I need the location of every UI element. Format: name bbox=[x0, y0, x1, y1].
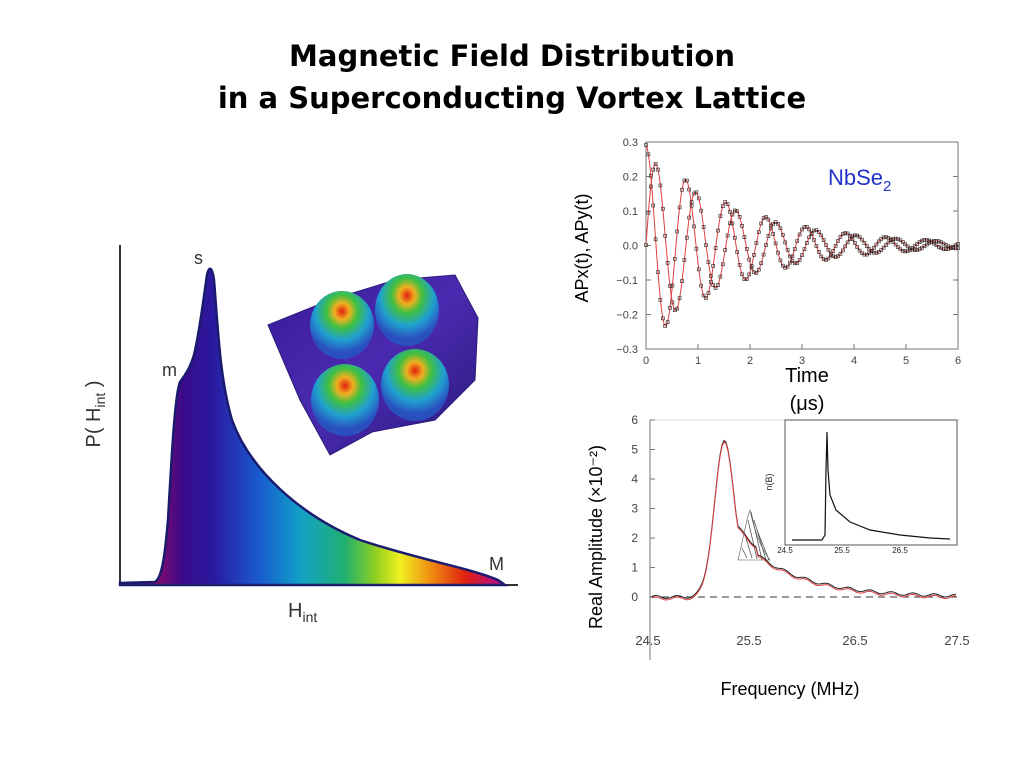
vortex-peak-1 bbox=[310, 291, 374, 359]
time-x-tick-label: 2 bbox=[747, 355, 753, 367]
time-y-tick-label: 0.0 bbox=[623, 241, 638, 253]
freq-y-tick-label: 3 bbox=[631, 502, 638, 516]
freq-y-tick-label: 0 bbox=[631, 590, 638, 604]
freq-y-ticks: 6 5 4 3 2 1 0 bbox=[631, 413, 655, 604]
hatched-region bbox=[737, 508, 771, 561]
inset-x-tick-0: 24.5 bbox=[777, 546, 793, 555]
time-y-tick-label: −0.3 bbox=[616, 344, 638, 356]
time-x-label-line1: Time bbox=[785, 365, 829, 387]
freq-x-tick-label: 26.5 bbox=[842, 633, 867, 648]
time-x-tick-label: 0 bbox=[643, 355, 649, 367]
vortex-peak-4 bbox=[381, 349, 449, 421]
time-x-ticks: 0 1 2 3 4 5 6 bbox=[643, 344, 961, 367]
time-x-tick-label: 5 bbox=[903, 355, 909, 367]
distribution-y-label: P( Hint ) bbox=[83, 380, 108, 447]
vortex-peak-2 bbox=[375, 274, 439, 346]
hatch-lines bbox=[741, 511, 770, 561]
inset-x-tick-2: 26.5 bbox=[892, 546, 908, 555]
time-y-tick-label: −0.2 bbox=[616, 310, 638, 322]
time-y-tick-label: 0.3 bbox=[623, 137, 638, 149]
distribution-x-label: Hint bbox=[288, 600, 317, 625]
inset-y-label: n(B) bbox=[764, 473, 774, 490]
freq-y-tick-label: 6 bbox=[631, 413, 638, 427]
freq-y-label: Real Amplitude (×10⁻²) bbox=[586, 445, 606, 629]
time-plot-frame bbox=[645, 141, 959, 350]
inset-frame bbox=[784, 419, 958, 546]
time-y-ticks: 0.3 0.2 0.1 0.0 −0.1 −0.2 −0.3 bbox=[616, 137, 958, 356]
time-y-tick-label: −0.1 bbox=[616, 275, 638, 287]
freq-x-ticks: 24.5 25.5 26.5 27.5 bbox=[635, 633, 969, 648]
time-x-tick-label: 1 bbox=[695, 355, 701, 367]
time-y-tick-label: 0.1 bbox=[623, 206, 638, 218]
time-x-tick-label: 3 bbox=[799, 355, 805, 367]
inset-x-tick-1: 25.5 bbox=[834, 546, 850, 555]
sample-label: NbSe2 bbox=[828, 165, 891, 195]
freq-fit-curve bbox=[651, 441, 957, 601]
time-x-tick-label: 4 bbox=[851, 355, 857, 367]
freq-y-tick-label: 5 bbox=[631, 443, 638, 457]
time-trace-y bbox=[645, 163, 959, 312]
peak-label-s: s bbox=[194, 248, 203, 268]
time-y-label: APx(t), APy(t) bbox=[572, 193, 592, 302]
field-distribution-plot: P( Hint ) Hint m s M bbox=[83, 245, 518, 625]
time-y-tick-label: 0.2 bbox=[623, 172, 638, 184]
time-trace-x bbox=[645, 144, 959, 327]
time-domain-plot: 0.3 0.2 0.1 0.0 −0.1 −0.2 −0.3 0 1 2 3 4 5 6 NbSe2 A… bbox=[572, 137, 961, 415]
slide-title-line1: Magnetic Field Distribution bbox=[289, 39, 735, 73]
time-data-markers bbox=[644, 143, 960, 328]
freq-y-tick-label: 2 bbox=[631, 531, 638, 545]
slide-title-line2: in a Superconducting Vortex Lattice bbox=[217, 81, 807, 115]
vortex-peak-3 bbox=[311, 364, 379, 436]
peak-label-m: m bbox=[162, 360, 177, 380]
time-x-tick-label: 6 bbox=[955, 355, 961, 367]
frequency-plot: 6 5 4 3 2 1 0 24.5 25.5 26.5 27.5 n(B) 24.5 25.5 … bbox=[586, 413, 970, 699]
vortex-lattice-surface bbox=[267, 274, 479, 456]
freq-y-tick-label: 4 bbox=[631, 472, 638, 486]
time-x-label-line2: (μs) bbox=[790, 393, 825, 415]
freq-y-tick-label: 1 bbox=[631, 561, 638, 575]
inset-curve bbox=[792, 431, 951, 541]
distribution-curve bbox=[118, 267, 509, 587]
freq-x-label: Frequency (MHz) bbox=[720, 679, 859, 699]
freq-x-tick-label: 27.5 bbox=[944, 633, 969, 648]
freq-x-tick-label: 24.5 bbox=[635, 633, 660, 648]
peak-label-M: M bbox=[489, 554, 504, 574]
freq-x-tick-label: 25.5 bbox=[736, 633, 761, 648]
